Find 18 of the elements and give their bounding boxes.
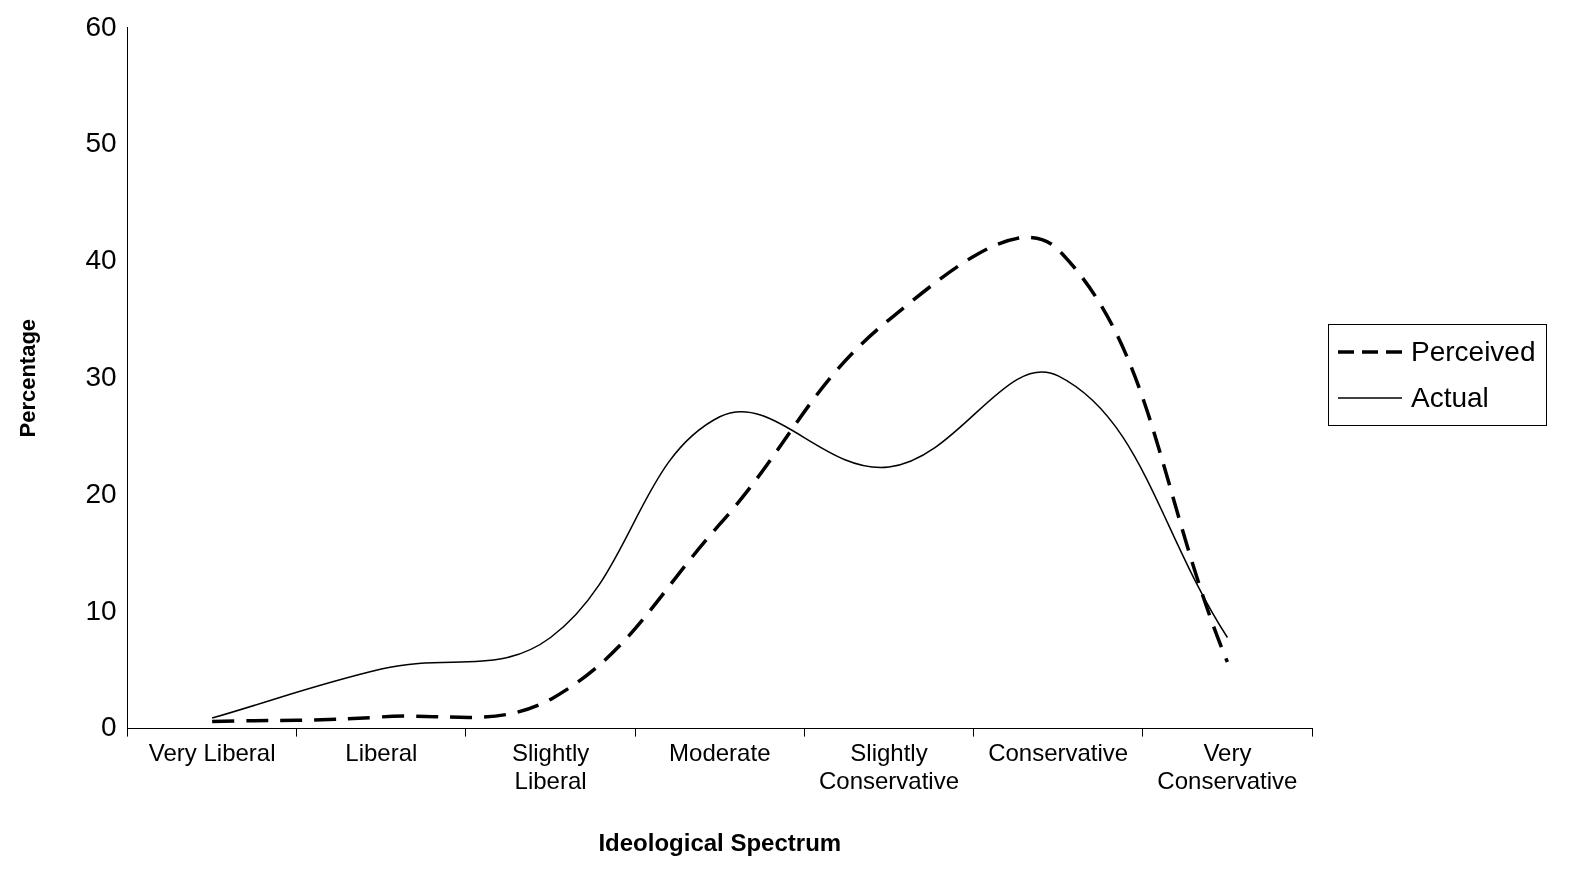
- x-tick-label: Very Liberal: [148, 738, 276, 766]
- y-tick-label: 40: [85, 244, 117, 276]
- legend-label: Actual: [1411, 382, 1489, 414]
- y-tick-label: 10: [85, 594, 117, 626]
- x-tick-label: Liberal: [345, 738, 418, 766]
- y-tick-label: 30: [85, 360, 117, 392]
- x-tick-label: Very Conservative: [1157, 738, 1298, 795]
- y-tick-label: 50: [85, 127, 117, 159]
- legend-label: Perceived: [1411, 336, 1536, 368]
- x-tick-label: Conservative: [988, 738, 1129, 766]
- y-axis-title: Percentage: [15, 318, 41, 438]
- x-axis-title: Ideological Spectrum: [598, 829, 842, 857]
- y-tick-label: 0: [100, 711, 117, 743]
- y-tick-label: 20: [85, 477, 117, 509]
- y-tick-label: 60: [85, 10, 117, 42]
- x-tick-label: Moderate: [669, 738, 771, 766]
- x-tick-label: Slightly Conservative: [818, 738, 960, 795]
- x-tick-label: Slightly Liberal: [511, 738, 590, 795]
